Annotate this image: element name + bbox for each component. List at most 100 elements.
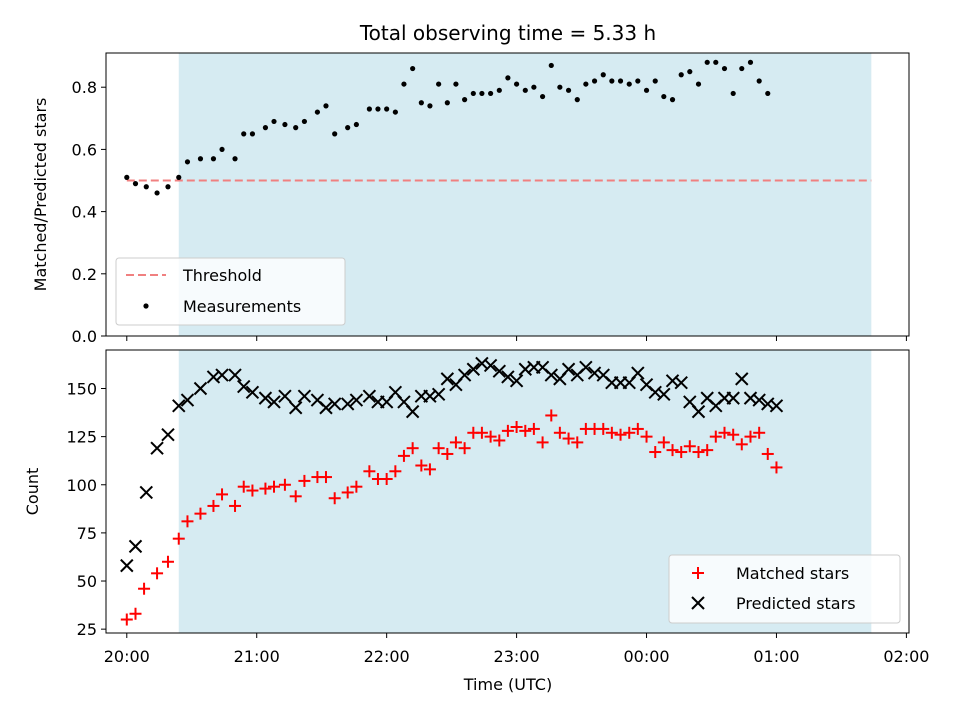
matched-star-point: [151, 567, 164, 580]
legend-predicted-label: Predicted stars: [736, 594, 856, 613]
count-y-axis: 25 50 75 100 125 150: [66, 380, 106, 639]
measurement-point: [232, 156, 238, 162]
count-legend: Matched stars Predicted stars: [668, 554, 901, 624]
measurement-point: [353, 121, 359, 128]
matched-star-point: [207, 499, 220, 512]
predicted-star-point: [492, 364, 507, 378]
matched-star-point: [666, 444, 679, 457]
predicted-star-point: [267, 395, 281, 409]
y-tick-label: 0.0: [72, 327, 97, 346]
matched-star-point: [623, 426, 636, 439]
predicted-star-point: [340, 397, 355, 411]
matched-star-point: [458, 442, 471, 455]
matched-star-point: [237, 480, 250, 493]
ratio-panel: 0.00.20.40.60.8 Matched/Predicted stars …: [31, 52, 910, 346]
predicted-star-point: [735, 372, 749, 386]
measurement-point: [565, 87, 572, 93]
ratio-y-label: Matched/Predicted stars: [31, 98, 50, 292]
measurement-point: [730, 90, 736, 97]
matched-star-points: [120, 409, 783, 626]
legend-measurements-swatch: [143, 303, 149, 309]
matched-star-point: [553, 426, 566, 439]
matched-star-point: [727, 428, 740, 441]
measurement-point: [739, 65, 745, 72]
matched-star-point: [510, 421, 523, 434]
measurement-point: [384, 106, 390, 112]
predicted-star-point: [440, 372, 455, 386]
matched-star-point: [692, 446, 705, 459]
measurement-point: [626, 81, 632, 87]
matched-star-point: [597, 422, 610, 435]
matched-star-point: [501, 424, 514, 437]
measurement-point: [513, 81, 520, 87]
matched-star-point: [640, 430, 653, 443]
y-tick-label: 0.2: [72, 265, 97, 284]
count-panel: 25 50 75 100 125 150 20:00 21:00 22:00 23:00 00:0…: [23, 349, 929, 694]
measurement-point: [704, 59, 710, 65]
measurement-point: [531, 84, 537, 90]
measurement-point: [669, 97, 676, 103]
predicted-star-point: [726, 391, 740, 405]
matched-star-point: [120, 613, 133, 626]
measurement-point: [124, 174, 130, 180]
measurement-point: [687, 69, 693, 75]
predicted-star-point: [297, 389, 312, 403]
matched-star-point: [380, 472, 393, 485]
measurement-point: [410, 65, 416, 72]
predicted-star-point: [215, 368, 229, 382]
predicted-star-point: [405, 404, 420, 419]
measurement-point: [132, 181, 139, 187]
ratio-x-ticks: [126, 336, 907, 341]
measurement-point: [583, 81, 589, 87]
measurement-point: [401, 81, 407, 87]
measurement-point: [574, 97, 580, 103]
measurement-point: [522, 87, 528, 93]
measurement-point: [314, 109, 321, 115]
measurement-point: [249, 131, 256, 137]
measurement-point: [165, 184, 171, 190]
y-tick-label: 125: [66, 428, 97, 447]
matched-star-point: [770, 461, 783, 474]
count-legend-box: [668, 554, 901, 624]
matched-star-point: [631, 422, 644, 435]
matched-star-point: [423, 463, 436, 476]
x-tick-label: 21:00: [234, 647, 280, 666]
matched-star-point: [683, 440, 696, 453]
y-tick-label: 0.8: [72, 78, 97, 97]
predicted-star-point: [120, 558, 134, 573]
x-tick-label: 22:00: [364, 647, 410, 666]
matched-star-point: [319, 471, 332, 484]
matched-star-point: [493, 434, 506, 447]
y-tick-label: 150: [66, 380, 97, 399]
predicted-star-point: [349, 393, 364, 407]
measurement-point: [652, 78, 658, 84]
matched-star-point: [649, 446, 662, 459]
measurement-point: [609, 78, 615, 84]
measurement-point: [176, 174, 182, 180]
matched-star-point: [545, 409, 558, 422]
matched-star-point: [484, 430, 497, 443]
predicted-star-point: [128, 539, 143, 554]
matched-star-point: [397, 449, 410, 462]
matched-star-point: [605, 426, 618, 439]
matched-star-point: [341, 486, 354, 499]
measurement-point: [332, 131, 338, 137]
measurement-point: [539, 93, 546, 100]
measurement-point: [241, 131, 247, 137]
predicted-star-point: [319, 401, 333, 415]
matched-star-point: [298, 474, 311, 487]
matched-star-point: [278, 478, 291, 491]
predicted-star-point: [457, 368, 472, 382]
measurement-point: [591, 78, 598, 84]
measurement-point: [293, 125, 299, 131]
measurement-point: [643, 87, 650, 93]
predicted-star-point: [544, 368, 558, 382]
matched-star-point: [735, 438, 748, 451]
matched-star-point: [657, 436, 670, 449]
measurement-point: [323, 103, 329, 109]
matched-star-point: [406, 442, 419, 455]
predicted-star-point: [674, 376, 688, 390]
measurement-point: [143, 184, 149, 190]
measurement-point: [418, 100, 424, 106]
predicted-star-point: [245, 385, 260, 400]
